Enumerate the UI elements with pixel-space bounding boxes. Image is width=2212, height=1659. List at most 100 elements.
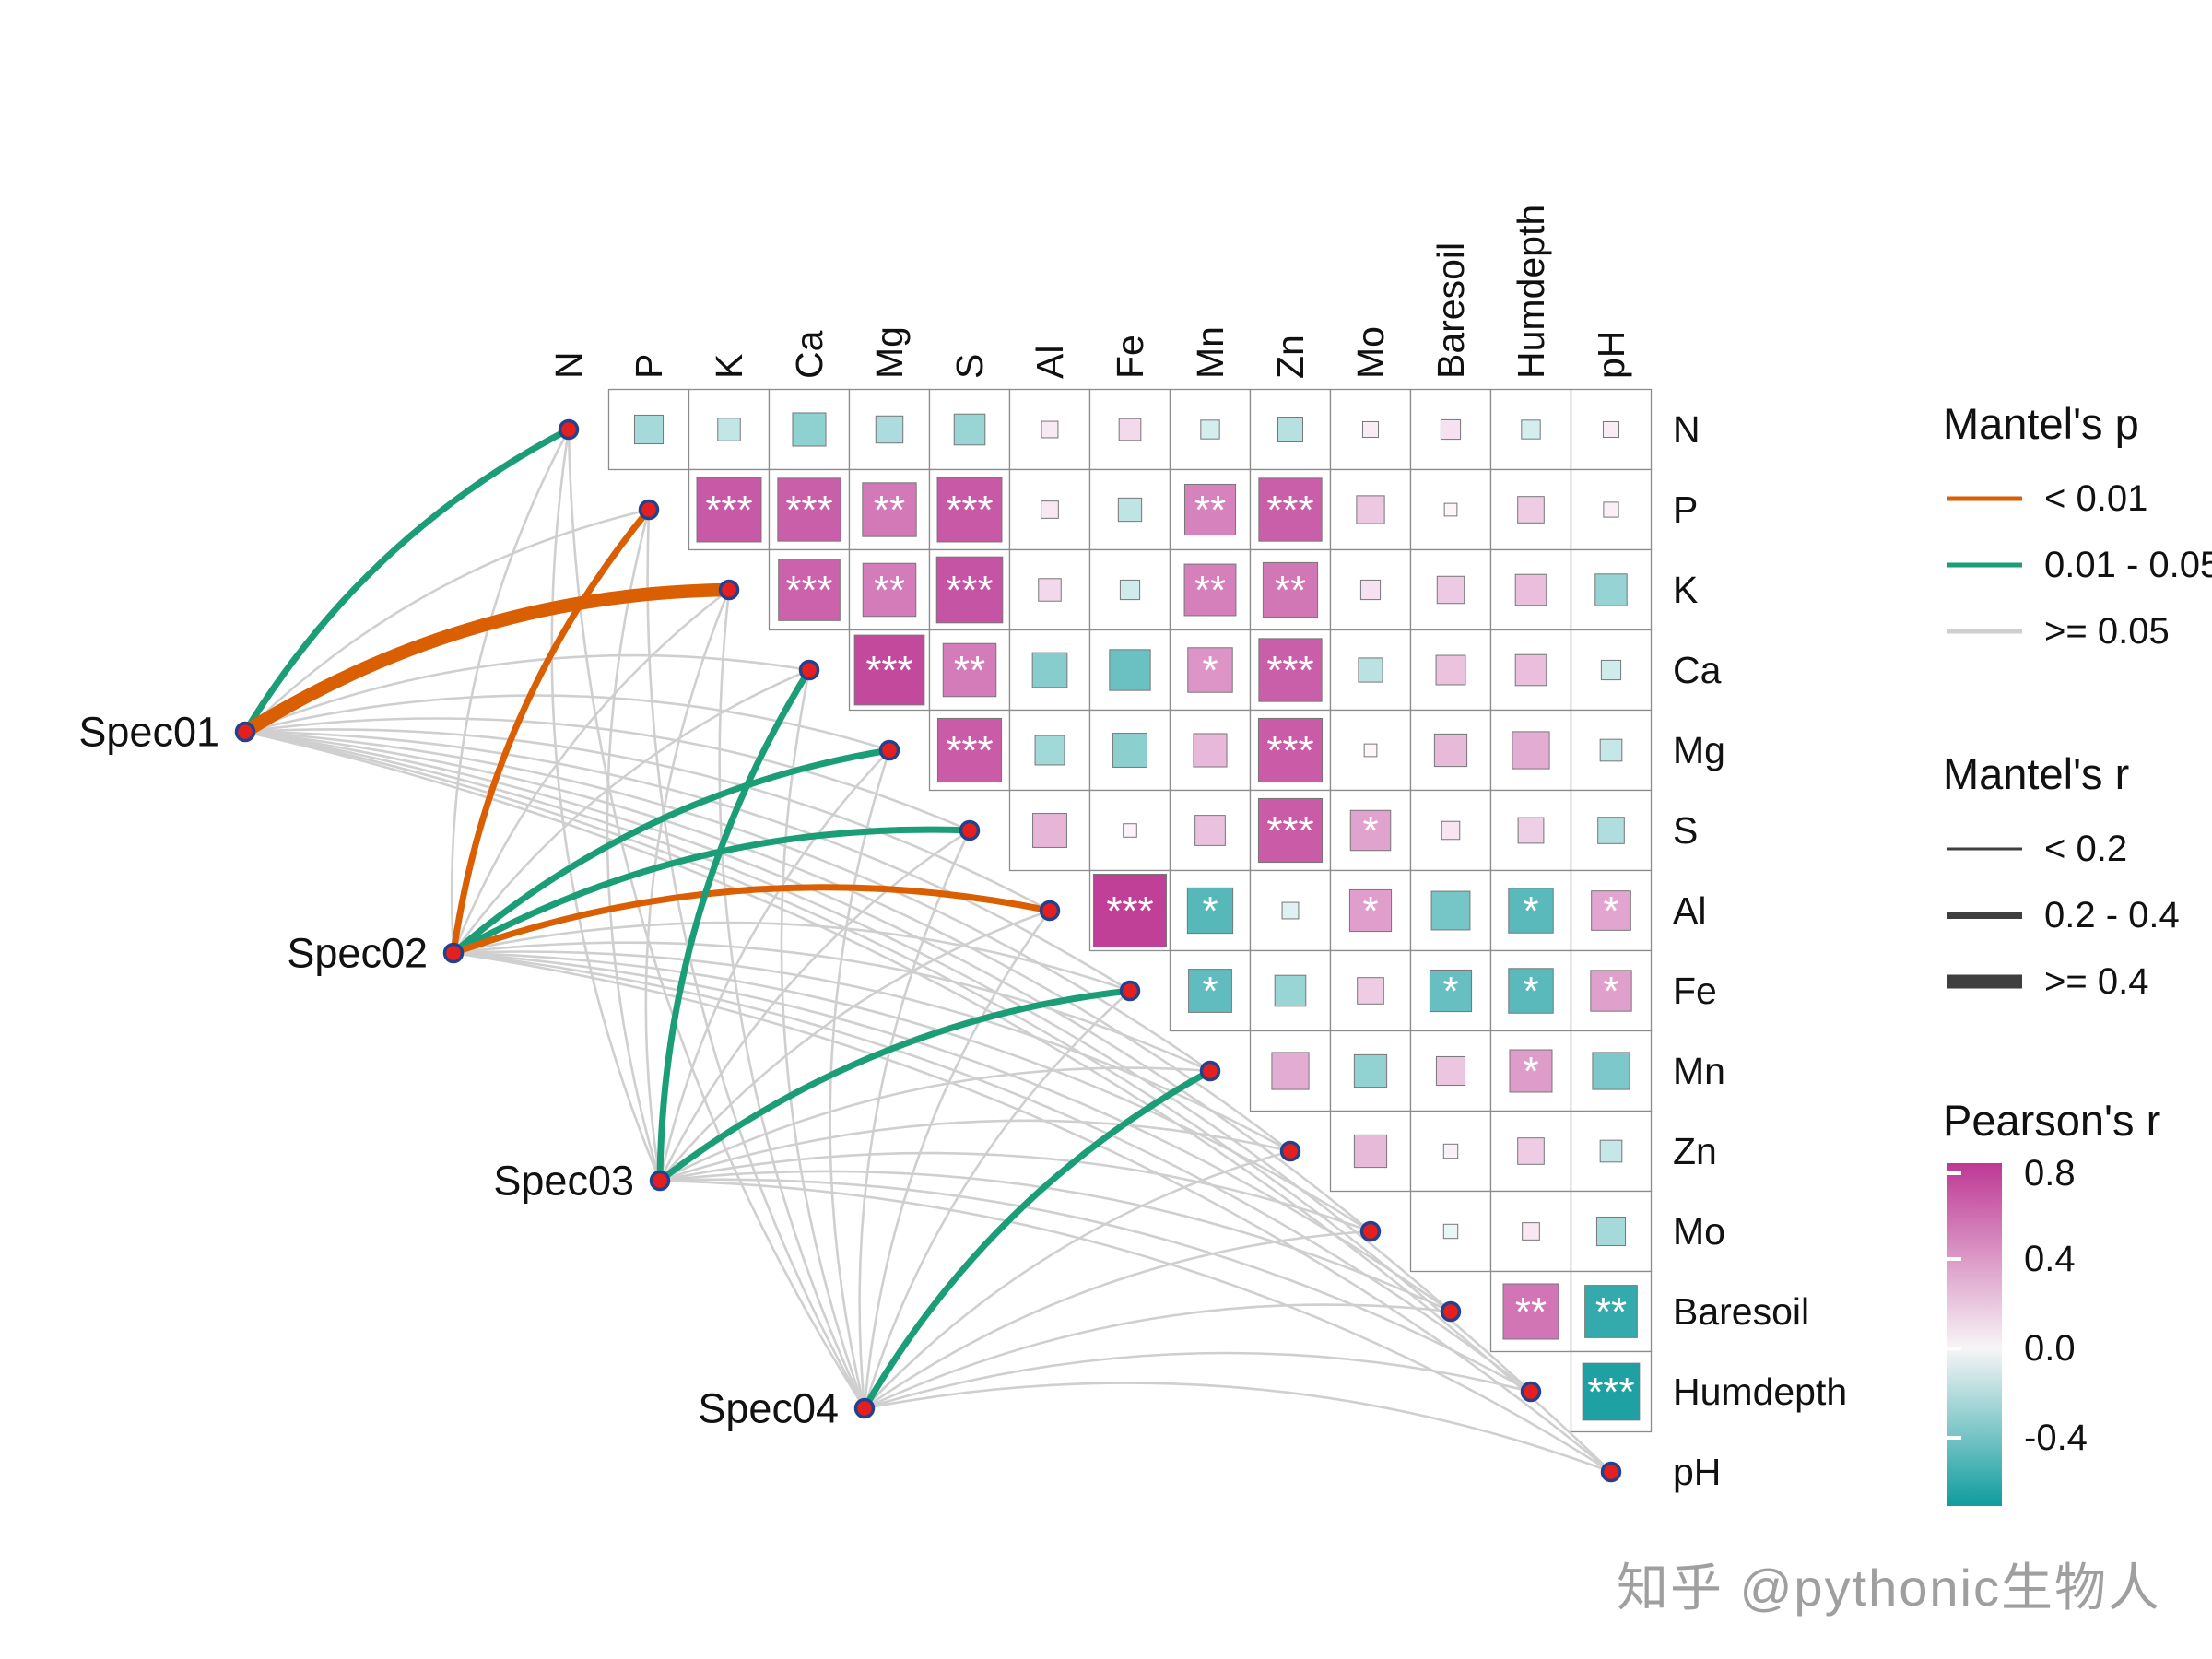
pearson-tick-label-1: 0.4 [2024,1239,2076,1280]
row-label-Mg: Mg [1673,729,1725,771]
edge-Spec02-Mo [452,951,1372,1233]
sig-Baresoil-Humdepth: ** [1515,1289,1547,1335]
cell-frame-Mn-pH [1570,1030,1653,1112]
edge-Spec04-S [858,829,971,1410]
cell-Fe-Baresoil [1429,969,1473,1013]
sig-Ca-S: ** [954,648,985,693]
cell-P-Humdepth [1517,496,1545,524]
cell-Mg-Al [1034,735,1065,766]
cell-Fe-Mo [1357,977,1384,1005]
row-label-Ca: Ca [1673,649,1722,691]
sig-K-Zn: ** [1275,568,1306,613]
cell-Fe-Mn [1188,969,1232,1013]
cell-Al-Fe [1092,873,1168,948]
cell-Mn-Zn [1271,1052,1310,1090]
cell-K-Mo [1359,579,1382,601]
legend-mantel-p-item-2-swatch [1947,629,2022,634]
cell-K-Mg [862,562,917,618]
cell-Al-pH [1591,890,1631,931]
row-label-S: S [1673,809,1698,852]
cell-K-Humdepth [1514,573,1547,606]
pearson-tick-label-0: 0.8 [2024,1153,2076,1194]
edge-Spec03-Al [658,909,1052,1182]
edge-Spec04-Fe [863,989,1132,1410]
node-K [718,579,740,601]
axis-labels: NNPPKKCaCaMgMgSSAlAlFeFeMnMnZnZnMoMoBare… [78,205,1847,1493]
sig-K-Ca: *** [785,568,832,613]
col-label-Humdepth: Humdepth [1510,205,1552,379]
edge-Spec01-Mo [243,730,1372,1233]
network-edges [238,426,1613,1474]
cell-K-pH [1594,573,1628,606]
edge-Spec04-pH [863,1382,1613,1474]
edge-Spec02-Fe [452,921,1132,993]
cell-P-Mo [1356,495,1385,524]
pearson-tick-2 [1947,1346,1961,1350]
edge-Spec01-Baresoil [243,730,1453,1313]
cell-S-Mn [1194,815,1226,846]
cell-K-Baresoil [1436,575,1465,605]
cell-N-Humdepth [1521,419,1541,440]
cell-P-Ca [777,477,841,542]
correlation-matrix: *** *** ** *** ** ****** ** *** ** ***** ** * ******… [607,388,1653,1433]
cell-Al-Mo [1348,888,1393,933]
edge-Spec03-Mn [658,1066,1212,1182]
edge-Spec01-S [243,717,971,832]
legend-mantel-r-item-0: < 0.2 [1943,816,2180,882]
edge-Spec03-N [550,428,662,1182]
cell-S-Humdepth [1517,817,1545,844]
pearson-tick-label-2: 0.0 [2024,1327,2076,1369]
cell-Ca-Humdepth [1514,653,1547,687]
cell-Al-Baresoil [1430,890,1471,931]
col-label-Al: Al [1029,346,1071,379]
edge-Spec01-Mn [243,730,1212,1073]
cell-P-Fe [1117,497,1143,523]
col-label-Mo: Mo [1349,326,1392,379]
cell-Mn-pH [1592,1052,1630,1090]
cell-Ca-S [942,642,997,698]
cell-K-Ca [778,559,841,621]
sig-S-Mo: * [1362,808,1378,853]
cell-P-Mg [862,482,917,537]
node-Spec01 [234,721,256,743]
cell-N-Fe [1118,418,1142,441]
legend-mantel-r-item-0-swatch [1947,847,2022,851]
legend-mantel-p-item-2-label: >= 0.05 [2044,610,2170,652]
edge-Spec02-P [450,506,653,957]
sig-Al-pH: * [1603,888,1618,934]
cell-S-pH [1597,817,1625,844]
cell-K-Mn [1183,563,1237,617]
edge-Spec04-K [718,588,866,1410]
legend-mantel-p-items: < 0.01 0.01 - 0.05 >= 0.05 [1943,465,2212,665]
sig-P-K: *** [705,488,752,533]
sig-Mg-S: *** [946,728,993,773]
cell-Ca-Zn [1258,638,1323,702]
legend-mantel-r-item-2-swatch [1947,974,2022,989]
pearson-tick-3 [1947,1435,1961,1440]
sig-Mn-Humdepth: * [1523,1049,1538,1094]
cell-Al-Humdepth [1508,888,1554,934]
cell-Mg-Baresoil [1433,733,1468,768]
cell-N-P [633,414,665,445]
cell-P-K [696,477,762,543]
node-Al [1039,900,1061,922]
legend-mantel-p-item-0-swatch [1947,496,2022,501]
row-label-Zn: Zn [1673,1130,1717,1172]
cell-Ca-Al [1031,652,1068,688]
cell-Baresoil-pH [1584,1285,1638,1338]
legend-title-mantel-r: Mantel's r [1943,749,2130,798]
row-label-Mo: Mo [1673,1210,1725,1253]
edge-Spec01-Ca [243,653,811,734]
cell-Ca-Baresoil [1435,654,1466,686]
species-label-Spec03: Spec03 [493,1158,634,1205]
cell-Mo-Baresoil [1442,1223,1459,1240]
cell-Ca-pH [1600,659,1622,681]
node-P [638,499,660,521]
legend-mantel-r-item-2: >= 0.4 [1943,948,2180,1015]
edge-Spec02-Al [450,884,1053,957]
col-label-P: P [628,354,670,379]
col-label-Baresoil: Baresoil [1430,242,1472,379]
cell-N-Al [1041,420,1059,439]
sig-P-Ca: *** [785,488,832,533]
node-Spec04 [853,1397,876,1419]
